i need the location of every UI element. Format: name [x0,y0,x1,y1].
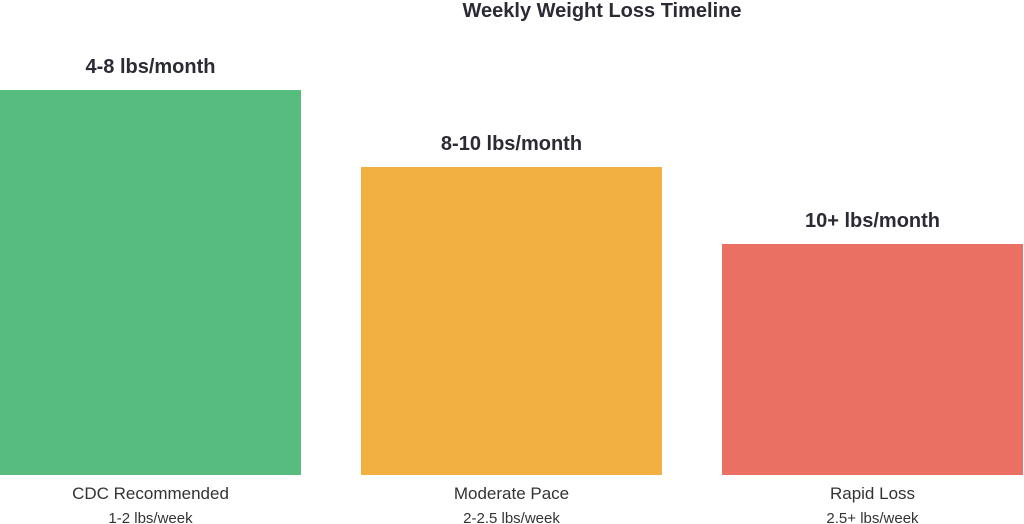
category-label: Rapid Loss [830,484,915,503]
category-label: Moderate Pace [454,484,569,503]
category-label: CDC Recommended [72,484,229,503]
category-sublabel: 2.5+ lbs/week [826,510,919,524]
bar-2 [361,167,662,475]
category-sublabel: 1-2 lbs/week [108,510,193,524]
bar-1 [0,90,301,475]
chart-title: Weekly Weight Loss Timeline [462,0,742,22]
bar-data-label: 8-10 lbs/month [441,133,582,155]
category-sublabel: 2-2.5 lbs/week [463,510,560,524]
bar-data-label: 4-8 lbs/month [85,56,215,78]
bar-data-label: 10+ lbs/month [805,210,940,232]
bar-3 [722,244,1023,475]
